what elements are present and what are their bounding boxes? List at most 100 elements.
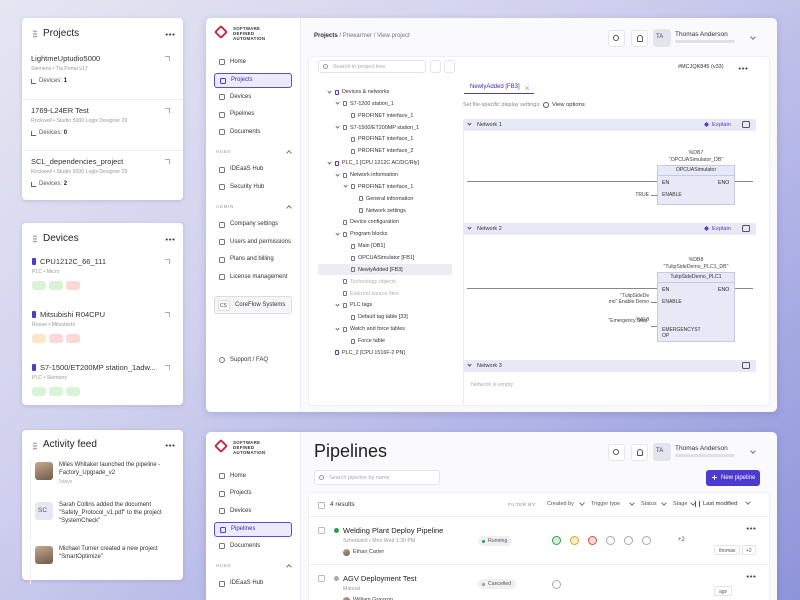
version-select[interactable]: #MCJQK845 (v33) [678, 64, 724, 70]
open-link[interactable] [165, 56, 170, 61]
nav-item[interactable]: Documents [214, 125, 292, 140]
nav-item[interactable]: Devices [214, 504, 292, 519]
editor-tab[interactable]: NewlyAdded [FB3] [464, 82, 534, 94]
nav-item[interactable]: Projects [214, 72, 292, 88]
project-item[interactable]: SCL_dependencies_project Rockwell • Studi… [22, 150, 183, 201]
pipeline-search[interactable]: Search pipeline by name [314, 470, 440, 485]
breadcrumb-item[interactable]: Projects [314, 33, 338, 39]
tree-item[interactable]: OPCUASimulator [FB1] [318, 253, 452, 264]
nav-item[interactable]: Users and permissions [214, 235, 292, 250]
row-checkbox[interactable] [318, 575, 325, 582]
tree-item[interactable]: PLC_1 [CPU 1212C AC/DC/Rly] [318, 158, 452, 169]
tree-search[interactable]: Search in project tree [318, 60, 426, 73]
nav-item[interactable]: Devices [214, 90, 292, 105]
tree-item[interactable]: Force table [318, 336, 452, 347]
nav-item[interactable]: Security Hub [214, 180, 292, 195]
search-button[interactable] [608, 444, 625, 461]
tab-close[interactable] [525, 86, 529, 90]
more-button[interactable] [746, 575, 756, 578]
network-header[interactable]: Network 3 [463, 360, 756, 372]
tree-item[interactable]: PROFINET interface_1 [318, 134, 452, 145]
open-link[interactable] [165, 365, 170, 370]
user-menu[interactable]: TA Thomas Anderson [653, 442, 760, 463]
more-button[interactable] [165, 444, 175, 447]
device-item[interactable]: CPU1212C_66_111 PLC • Micro [22, 253, 183, 306]
search-button[interactable] [608, 30, 625, 47]
explain-button[interactable]: Explain [712, 121, 732, 128]
tree-item[interactable]: Default tag table [33] [318, 312, 452, 323]
nav-item[interactable]: Projects [214, 487, 292, 502]
user-menu[interactable]: TA Thomas Anderson [653, 28, 760, 49]
tree-item[interactable]: PROFINET interface_1 [318, 110, 452, 121]
tree-item[interactable]: Watch and force tables [318, 324, 452, 335]
activity-item[interactable]: SC Sarah Collins added the document "Safe… [30, 500, 176, 540]
comment-button[interactable] [742, 362, 750, 369]
function-block[interactable]: TulipSideDemo_PLC1 EN ENO [657, 272, 735, 342]
open-link[interactable] [165, 312, 170, 317]
tree-item[interactable]: PLC tags [318, 300, 452, 311]
tree-item[interactable]: S7-1500/ET200MP station_1 [318, 122, 452, 133]
nav-item[interactable]: License management [214, 270, 292, 285]
notifications-button[interactable] [631, 30, 648, 47]
view-options[interactable]: View options [552, 102, 585, 108]
tree-item[interactable]: Technology objects [318, 276, 452, 287]
tree-tool-button[interactable] [444, 60, 455, 73]
tree-item[interactable]: NewlyAdded [FB3] [318, 264, 452, 276]
more-button[interactable] [165, 238, 175, 241]
tree-item[interactable]: Device configuration [318, 217, 452, 228]
breadcrumb-item[interactable]: Prewarmer [342, 33, 373, 39]
tree-item[interactable]: S7-1200 station_1 [318, 98, 452, 109]
tree-item[interactable]: PROFINET interface_2 [318, 146, 452, 157]
comment-button[interactable] [742, 121, 750, 128]
activity-item[interactable]: Miles Whitaker launched the pipeline - F… [30, 460, 176, 500]
device-item[interactable]: S7-1500/ET200MP station_1adw... PLC • Sie… [22, 359, 183, 412]
filter-dropdown[interactable]: Trigger type [591, 501, 621, 507]
open-link[interactable] [165, 159, 170, 164]
tree-item[interactable]: General information [318, 193, 452, 204]
new-pipeline-button[interactable]: New pipeline [706, 470, 760, 486]
network-header[interactable]: Network 1 Explain [463, 119, 756, 131]
function-block[interactable]: OPCUASimulator EN ENO [657, 165, 735, 205]
nav-item[interactable]: Home [214, 55, 292, 70]
activity-item[interactable]: Michael Turner created a new project "Sm… [30, 544, 176, 584]
tree-item[interactable]: Main [OB1] [318, 241, 452, 252]
open-link[interactable] [165, 108, 170, 113]
nav-item[interactable]: IDEaaS Hub [214, 163, 292, 178]
notifications-button[interactable] [631, 444, 648, 461]
tree-item[interactable]: Network settings [318, 205, 452, 216]
filter-dropdown[interactable]: Created by [547, 501, 574, 507]
nav-item[interactable]: IDEaaS Hub [214, 577, 292, 592]
tree-item[interactable]: External source files [318, 288, 452, 299]
more-button[interactable] [738, 67, 748, 70]
sort-dropdown[interactable]: Last modified [703, 501, 738, 507]
tree-item[interactable]: PLC_2 [CPU 1516F-2 PN] [318, 347, 452, 358]
more-button[interactable] [746, 527, 756, 530]
explain-button[interactable]: Explain [712, 225, 732, 232]
tree-item[interactable]: Network information [318, 170, 452, 181]
tree-item[interactable]: Devices & networks [318, 87, 452, 98]
section-toggle[interactable] [286, 204, 292, 211]
tree-item[interactable]: Program blocks [318, 229, 452, 240]
nav-item[interactable]: Home [214, 469, 292, 484]
section-toggle[interactable] [286, 563, 292, 570]
nav-item[interactable]: Pipelines [214, 108, 292, 123]
more-button[interactable] [165, 33, 175, 36]
select-all[interactable] [318, 502, 325, 509]
project-item[interactable]: 1769-L24ER Test Rockwell • Studio 5000 Lo… [22, 99, 183, 150]
tree-tool-button[interactable] [430, 60, 441, 73]
open-link[interactable] [165, 259, 170, 264]
filter-dropdown[interactable]: Status [641, 501, 657, 507]
comment-button[interactable] [742, 225, 750, 232]
nav-item[interactable]: Company settings [214, 218, 292, 233]
device-item[interactable]: Mitsubishi R04CPU Roose • Mitsubishi [22, 306, 183, 359]
org-switcher[interactable]: CS CoreFlow Systems [214, 295, 292, 314]
nav-item[interactable]: Documents [214, 539, 292, 554]
network-header[interactable]: Network 2 Explain [463, 223, 756, 235]
project-item[interactable]: LightmeUptudio5000 Siemens • Tia Portal v… [22, 48, 183, 99]
pipeline-row[interactable]: Welding Plant Deploy Pipeline Scheduled •… [308, 516, 770, 564]
section-toggle[interactable] [286, 149, 292, 156]
pipeline-row[interactable]: AGV Deployment Test Manual William Grayson… [308, 564, 770, 600]
nav-item[interactable]: Pipelines [214, 521, 292, 537]
nav-item[interactable]: Plans and billing [214, 253, 292, 268]
filter-dropdown[interactable]: Stage [673, 501, 688, 507]
